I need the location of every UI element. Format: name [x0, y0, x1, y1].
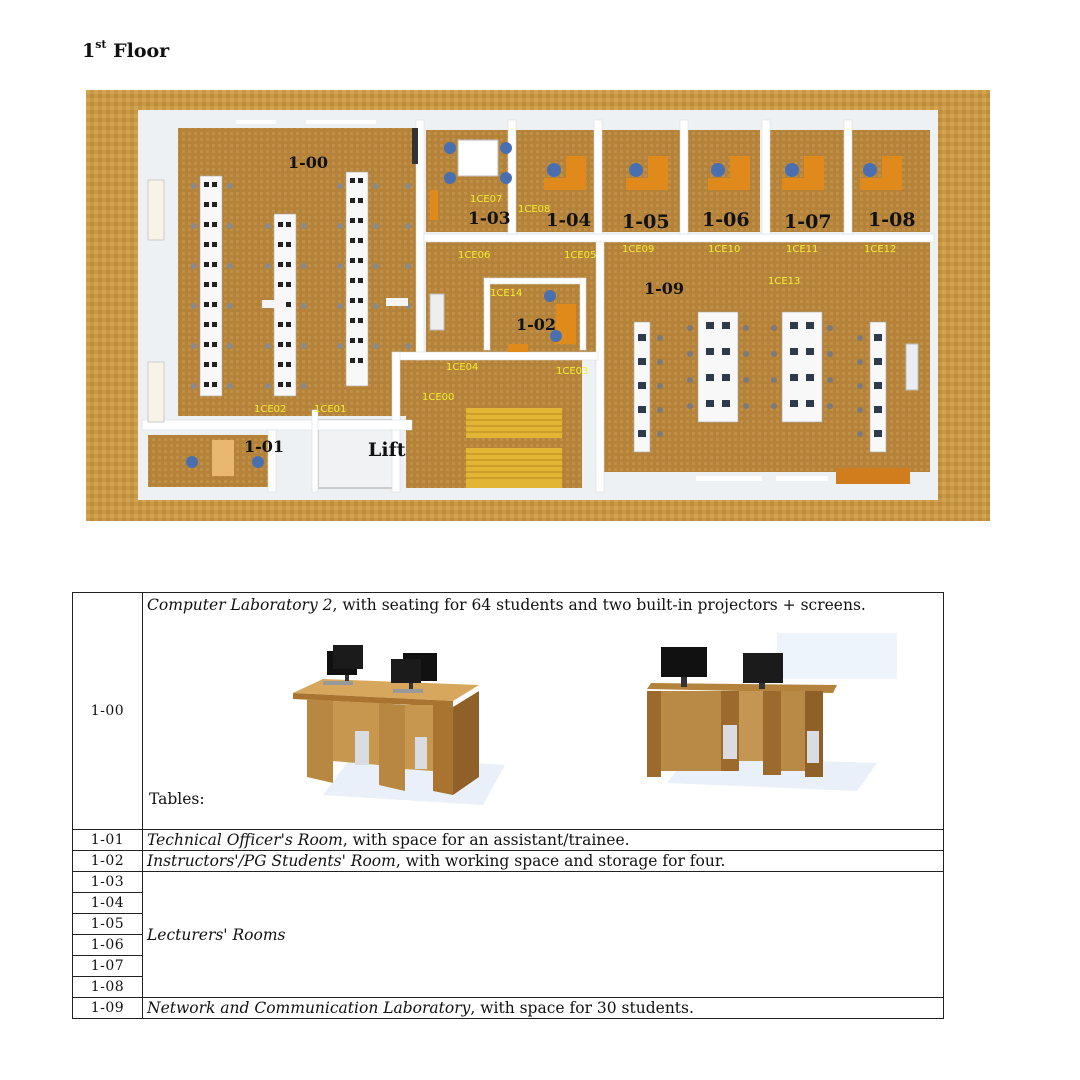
room-label-1-04: 1-04 — [546, 210, 591, 231]
room-number: 1-08 — [72, 976, 143, 998]
room-number: 1-06 — [72, 934, 143, 956]
room-label-1-09: 1-09 — [644, 279, 684, 298]
ap-label: 1CE14 — [490, 288, 522, 299]
lift-label: Lift — [368, 439, 406, 461]
ap-label: 1CE05 — [564, 250, 596, 261]
lab-1-00-furniture — [147, 128, 418, 423]
room-name: Instructors'/PG Students' Room — [147, 852, 396, 870]
room-detail: , with space for 30 students. — [470, 999, 694, 1017]
room-label-1-01: 1-01 — [244, 437, 284, 456]
room-label-1-06: 1-06 — [702, 209, 750, 231]
room-number: 1-00 — [72, 592, 143, 830]
room-number: 1-07 — [72, 955, 143, 977]
ap-label: 1CE01 — [314, 404, 346, 415]
ap-label: 1CE12 — [864, 244, 896, 255]
ap-label: 1CE11 — [786, 244, 818, 255]
table-row: 1-00 Computer Laboratory 2, with seating… — [72, 592, 944, 830]
room-name: Technical Officer's Room — [147, 831, 343, 849]
ap-label: 1CE02 — [254, 404, 286, 415]
table-row: 1-07 — [72, 955, 944, 977]
room-number: 1-01 — [72, 829, 143, 851]
ap-label: 1CE04 — [446, 362, 478, 373]
desk-illustration-1 — [293, 645, 505, 805]
staircase — [466, 408, 562, 488]
room-number: 1-03 — [72, 871, 143, 893]
room-name: Lecturers' Rooms — [147, 925, 286, 944]
table-row: 1-04 — [72, 892, 944, 914]
ap-label: 1CE06 — [458, 250, 490, 261]
ap-label: 1CE10 — [708, 244, 740, 255]
table-row: 1-09 Network and Communication Laborator… — [72, 997, 944, 1019]
room-description: Technical Officer's Room, with space for… — [142, 829, 944, 851]
room-description: Computer Laboratory 2, with seating for … — [142, 592, 944, 830]
room-label-1-05: 1-05 — [622, 211, 670, 233]
desk-illustration-2 — [647, 633, 897, 791]
table-row: 1-05 — [72, 913, 944, 935]
room-label-1-03: 1-03 — [468, 209, 511, 229]
ap-label: 1CE03 — [556, 366, 588, 377]
room-label-1-08: 1-08 — [868, 209, 916, 231]
room-name: Computer Laboratory 2 — [147, 596, 333, 614]
table-row: 1-03 Lecturers' Rooms — [72, 871, 944, 998]
room-detail: , with space for an assistant/trainee. — [342, 831, 630, 849]
room-number: 1-09 — [72, 997, 143, 1019]
room-detail: , with seating for 64 students and two b… — [332, 596, 866, 614]
room-detail: , with working space and storage for fou… — [395, 852, 726, 870]
floor-plan: 1-00 1-01 1-02 1-03 1-04 1-05 1-06 1-07 … — [86, 90, 990, 521]
ap-label: 1CE13 — [768, 276, 800, 287]
tables-label: Tables: — [149, 790, 205, 808]
lab-1-09-furniture — [633, 311, 919, 453]
room-number: 1-05 — [72, 913, 143, 935]
room-description: Network and Communication Laboratory, wi… — [142, 997, 944, 1019]
room-table: 1-00 Computer Laboratory 2, with seating… — [72, 592, 944, 1019]
table-row: 1-08 — [72, 976, 944, 998]
room-description: Lecturers' Rooms — [142, 871, 944, 998]
ap-label: 1CE09 — [622, 244, 654, 255]
room-label-1-00: 1-00 — [288, 153, 328, 172]
room-label-1-02: 1-02 — [516, 315, 556, 334]
room-name: Network and Communication Laboratory — [147, 999, 471, 1017]
room-number: 1-02 — [72, 850, 143, 872]
ap-label: 1CE00 — [422, 392, 454, 403]
table-row: 1-01 Technical Officer's Room, with spac… — [72, 829, 944, 851]
room-description: Instructors'/PG Students' Room, with wor… — [142, 850, 944, 872]
office-furniture — [186, 139, 910, 484]
page-heading: 1st Floor — [82, 38, 170, 62]
ap-label: 1CE08 — [518, 204, 550, 215]
ap-label: 1CE07 — [470, 194, 502, 205]
room-label-1-07: 1-07 — [784, 211, 832, 233]
table-row: 1-02 Instructors'/PG Students' Room, wit… — [72, 850, 944, 872]
room-number: 1-04 — [72, 892, 143, 914]
